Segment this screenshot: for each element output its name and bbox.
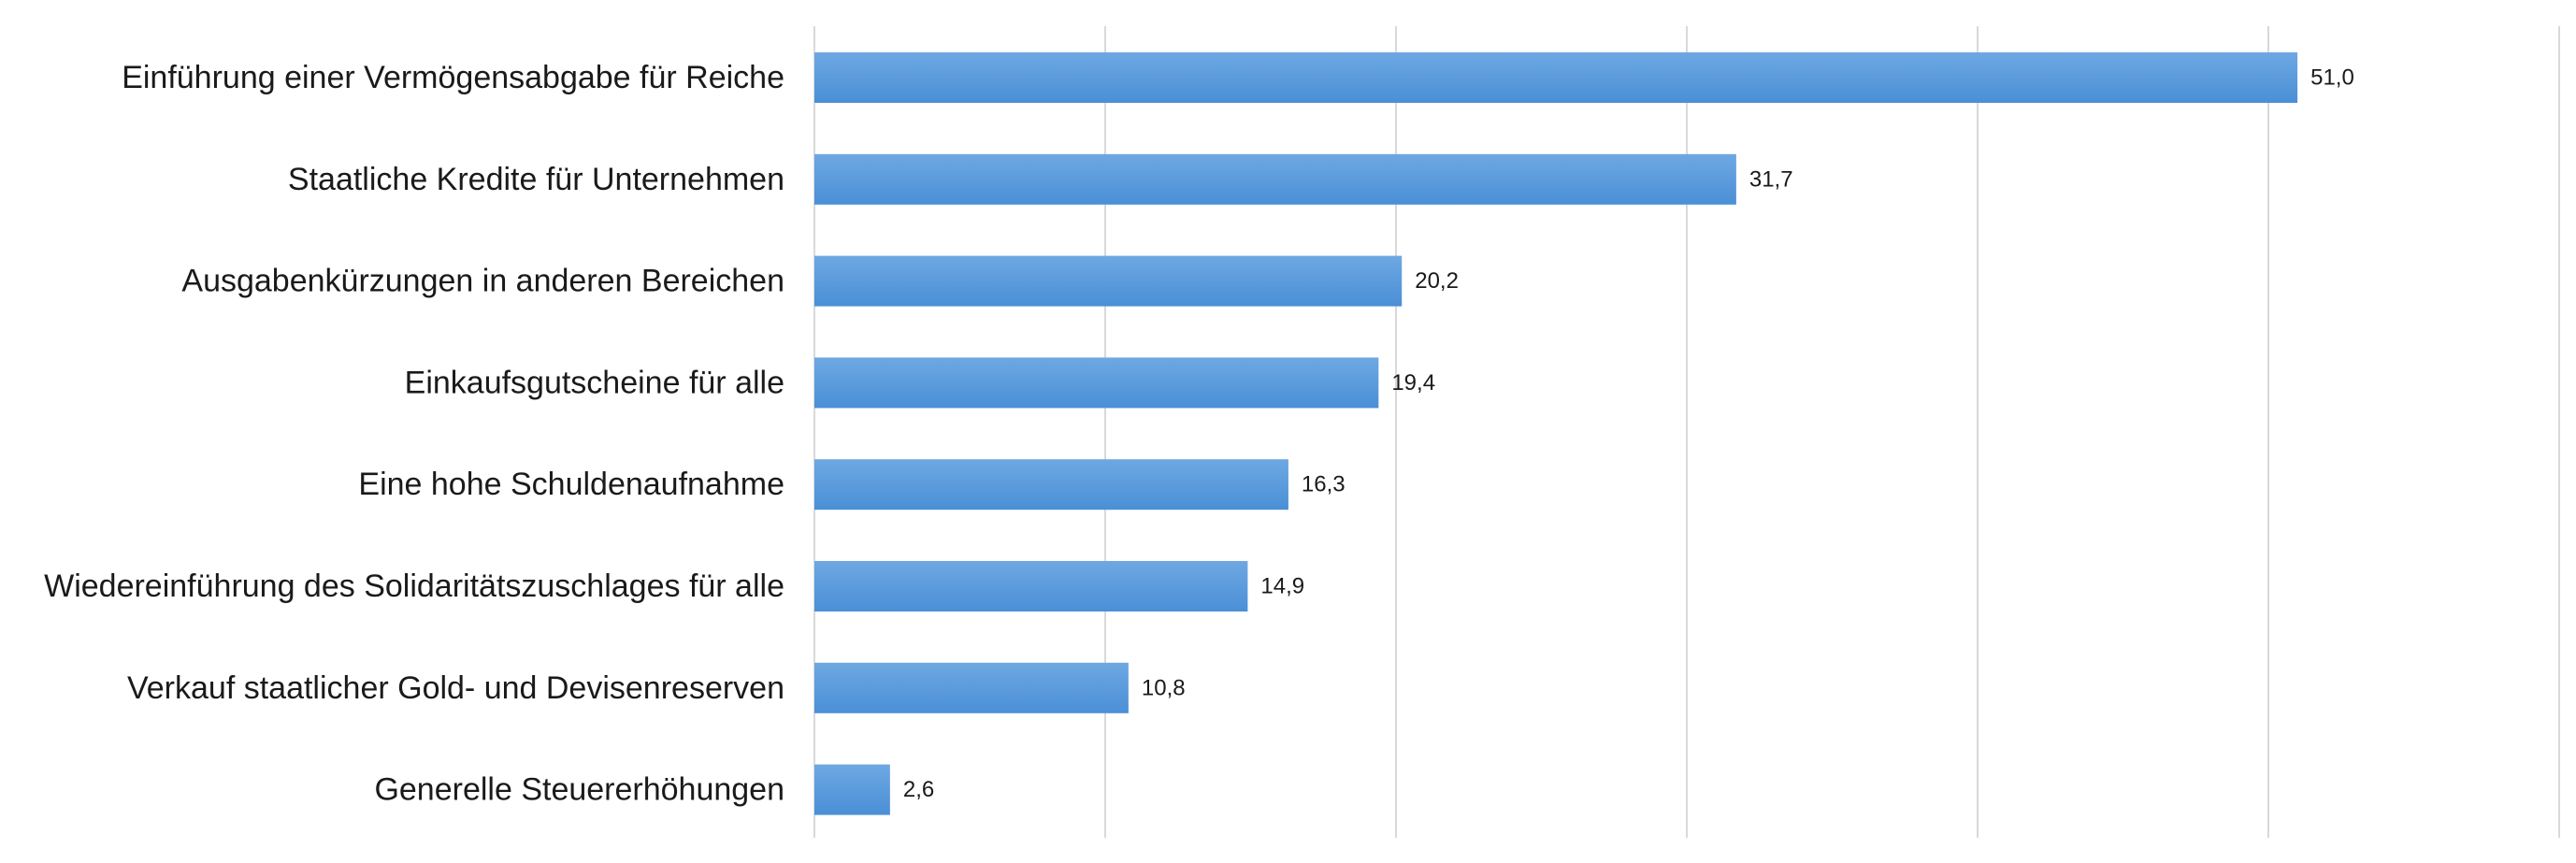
bar (814, 459, 1288, 511)
value-label: 20,2 (1415, 268, 1459, 294)
category-label: Generelle Steuererhöhungen (374, 772, 784, 808)
value-label: 2,6 (903, 777, 934, 802)
bar (814, 662, 1129, 713)
gridlines (813, 26, 2560, 838)
bar (814, 153, 1736, 205)
bar (814, 764, 890, 815)
category-label: Staatliche Kredite für Unternehmen (288, 162, 784, 197)
value-label: 14,9 (1260, 574, 1304, 599)
category-label: Verkauf staatlicher Gold- und Devisenres… (127, 670, 784, 706)
bars (814, 52, 2298, 815)
value-label: 10,8 (1142, 675, 1186, 700)
value-label: 19,4 (1391, 370, 1435, 396)
category-label: Ausgabenkürzungen in anderen Bereichen (181, 264, 784, 299)
labels: Einführung einer Vermögensabgabe für Rei… (44, 60, 2354, 808)
category-label: Einführung einer Vermögensabgabe für Rei… (122, 60, 784, 95)
category-label: Wiedereinführung des Solidaritätszuschla… (44, 568, 784, 604)
bar (814, 52, 2298, 103)
bar (814, 561, 1248, 611)
category-label: Eine hohe Schuldenaufnahme (358, 467, 784, 502)
category-label: Einkaufsgutscheine für alle (405, 365, 784, 400)
value-label: 31,7 (1749, 166, 1793, 192)
value-label: 16,3 (1302, 472, 1346, 497)
bar (814, 255, 1403, 307)
bar (814, 357, 1379, 409)
value-label: 51,0 (2310, 65, 2354, 91)
